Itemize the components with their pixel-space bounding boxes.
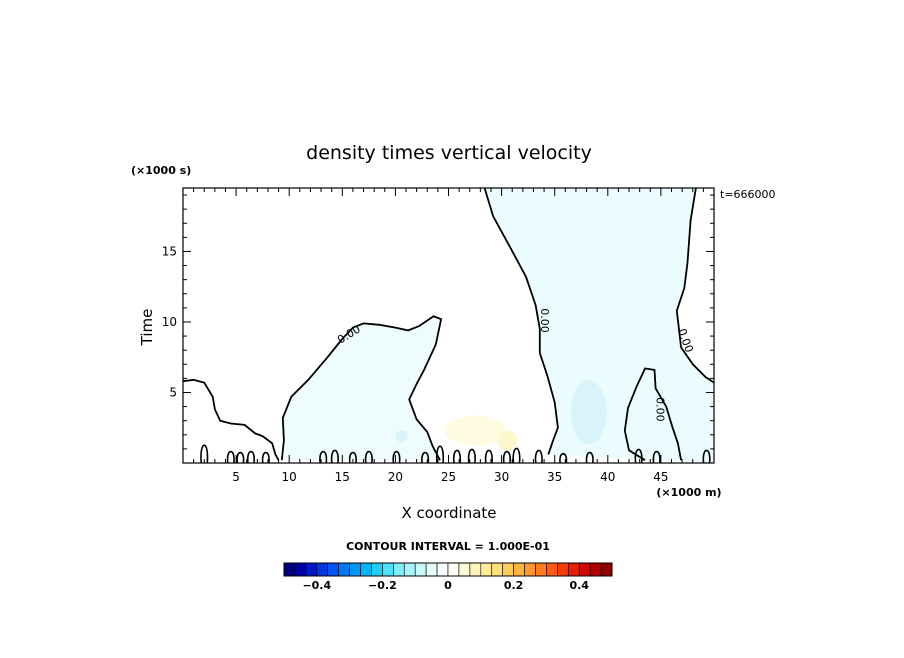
negative-patch <box>570 380 607 445</box>
shaded-field <box>281 188 714 463</box>
x-tick-label: 15 <box>335 470 350 484</box>
colorbar-swatch <box>502 562 514 577</box>
colorbar-swatch <box>283 562 296 577</box>
contour-small-loop <box>652 450 661 463</box>
time-annotation: t=666000 <box>720 188 776 201</box>
contour-small-loop <box>634 448 643 463</box>
colorbar-tick-label: 0 <box>444 579 452 592</box>
contour-small-loop <box>226 450 235 463</box>
y-tick-labels: 5 10 15 <box>162 244 177 399</box>
contour-small-loop <box>319 450 328 463</box>
contour-small-loop <box>512 447 521 463</box>
x-tick-label: 45 <box>653 470 668 484</box>
colorbar-swatch <box>393 562 405 577</box>
negative-region-left <box>281 316 442 461</box>
x-tick-label: 40 <box>600 470 615 484</box>
contour-small-loop <box>435 445 445 463</box>
contour-small-loop <box>200 444 209 463</box>
colorbar-swatch <box>316 562 329 577</box>
x-unit-label: (×1000 m) <box>656 486 721 499</box>
colorbar-swatch <box>349 562 361 577</box>
contour-left-blob <box>183 378 280 461</box>
colorbar-swatch <box>513 562 525 577</box>
colorbar-tick-label: 0.4 <box>569 579 589 592</box>
x-tick-label: 30 <box>494 470 509 484</box>
colorbar-swatch <box>535 562 547 577</box>
contour-small-loop <box>348 451 357 463</box>
chart-title: density times vertical velocity <box>306 142 592 164</box>
x-tick-labels: 5 10 15 20 25 30 35 40 45 <box>232 470 668 484</box>
colorbar-labels: −0.4 −0.2 0 0.2 0.4 <box>302 579 589 592</box>
colorbar-swatch <box>305 562 318 577</box>
y-unit-label: (×1000 s) <box>131 164 191 177</box>
contour-left-lobe <box>280 315 443 461</box>
contour-small-loop <box>502 450 511 463</box>
contour-middle-stripe <box>483 188 559 455</box>
colorbar-tick-label: −0.2 <box>368 579 397 592</box>
colorbar-swatch <box>294 562 307 577</box>
y-axis-label: Time <box>138 309 156 347</box>
colorbar <box>283 562 613 577</box>
colorbar-swatch <box>371 562 383 577</box>
contour-small-loop <box>559 452 568 463</box>
colorbar-swatch <box>338 562 350 577</box>
contour-label: 0.00 <box>654 397 667 422</box>
contour-label: 0.00 <box>538 308 551 333</box>
y-tick-label: 5 <box>169 385 177 399</box>
contour-small-loop <box>392 450 401 463</box>
colorbar-swatch <box>480 562 493 577</box>
contour-small-loop <box>246 450 256 463</box>
colorbar-swatch <box>458 562 471 577</box>
contour-small-loop <box>261 451 270 463</box>
contour-small-loop <box>467 448 476 463</box>
colorbar-frame <box>283 562 613 577</box>
colorbar-swatch <box>491 562 503 577</box>
colorbar-swatch <box>567 562 580 577</box>
colorbar-swatch <box>557 562 569 577</box>
colorbar-swatch <box>447 562 460 577</box>
contour-small-loop <box>236 451 245 463</box>
colorbar-swatch <box>327 562 339 577</box>
axis-ticks <box>183 188 714 463</box>
colorbar-swatch <box>469 562 482 577</box>
colorbar-swatch <box>382 562 394 577</box>
contour-small-loop <box>534 449 543 463</box>
colorbar-swatch <box>546 562 558 577</box>
colorbar-swatch <box>425 562 438 577</box>
negative-region-right <box>484 188 714 463</box>
contour-small-loop <box>484 449 493 463</box>
y-tick-label: 15 <box>162 244 177 258</box>
contour-small-loop <box>421 451 430 463</box>
colorbar-tick-label: −0.4 <box>302 579 331 592</box>
colorbar-swatch <box>589 562 602 577</box>
colorbar-swatch <box>600 562 613 577</box>
colorbar-swatch <box>414 562 427 577</box>
x-tick-label: 35 <box>547 470 562 484</box>
colorbar-tick-label: 0.2 <box>504 579 524 592</box>
contour-small-loop <box>364 450 373 463</box>
colorbar-swatch <box>578 562 591 577</box>
contour-small-loop <box>452 449 462 463</box>
contour-right-loop <box>623 367 682 461</box>
negative-patch <box>395 430 408 443</box>
y-tick-label: 10 <box>162 315 177 329</box>
x-tick-label: 20 <box>388 470 403 484</box>
contour-interval-label: CONTOUR INTERVAL = 1.000E-01 <box>346 540 550 553</box>
colorbar-swatch <box>403 562 416 577</box>
colorbar-swatch <box>360 562 372 577</box>
colorbar-swatch <box>524 562 536 577</box>
x-axis-label: X coordinate <box>401 504 496 522</box>
positive-patch <box>445 415 506 446</box>
x-tick-label: 25 <box>441 470 456 484</box>
contour-right-stripe <box>675 188 714 384</box>
positive-patch <box>496 430 517 451</box>
colorbar-swatch <box>436 562 449 577</box>
x-tick-label: 5 <box>232 470 240 484</box>
x-tick-label: 10 <box>282 470 297 484</box>
